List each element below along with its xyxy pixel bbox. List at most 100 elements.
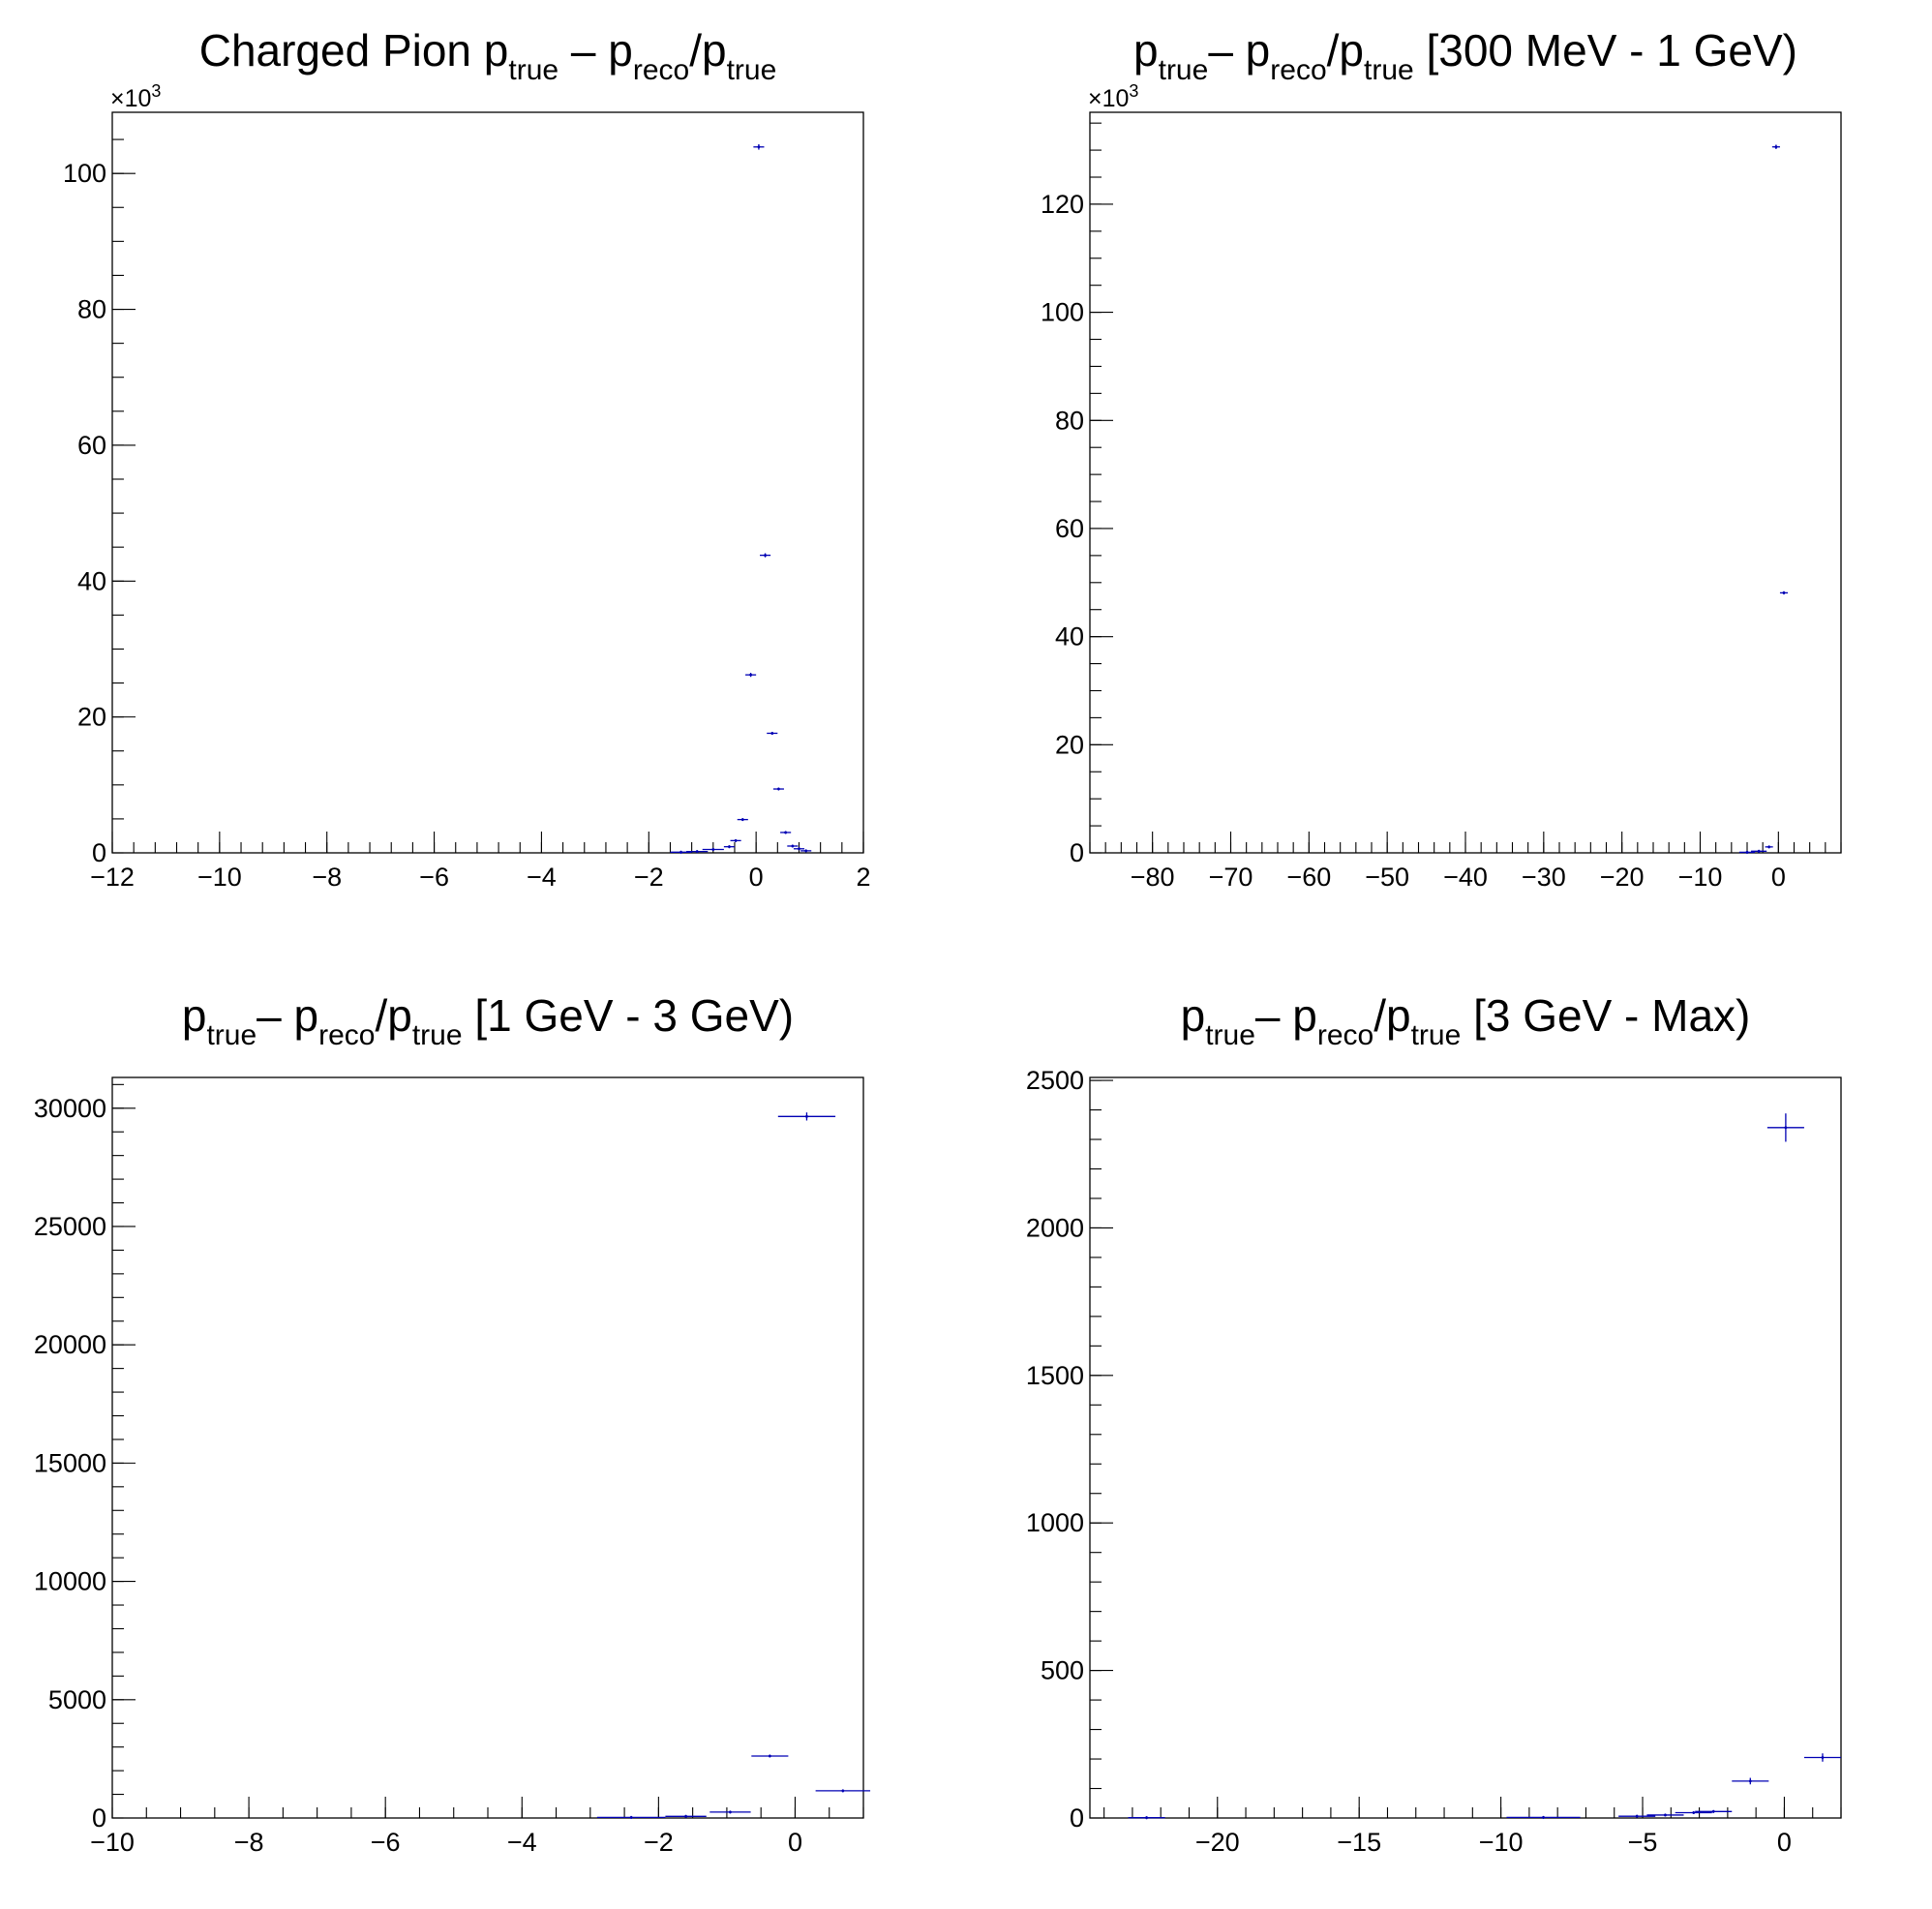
y-tick-label: 20000: [34, 1330, 106, 1359]
x-tick-label: −2: [644, 1828, 674, 1857]
point-marker: [1767, 845, 1771, 849]
title-segment: p: [182, 990, 207, 1041]
x-tick-label: −4: [527, 863, 557, 892]
x-tick-label: −20: [1195, 1828, 1240, 1857]
title-subscript: true: [206, 1019, 257, 1051]
panel-all-momenta: Charged Pion ptrue – preco/ptrue−12 −10 −8…: [63, 25, 871, 892]
chart-title: ptrue– preco/ptrue [1 GeV - 3 GeV): [182, 990, 794, 1051]
point-marker: [1784, 1126, 1788, 1130]
panel-300mev-1gev: ptrue– preco/ptrue [300 MeV - 1 GeV)−80−…: [1041, 25, 1842, 892]
point-marker: [768, 1754, 771, 1758]
data-point: [1765, 845, 1773, 849]
point-marker: [684, 1814, 687, 1818]
x-tick-label: 0: [1777, 1828, 1792, 1857]
data-point: [730, 838, 741, 842]
y-tick-label: 120: [1041, 190, 1084, 219]
point-marker: [757, 145, 761, 149]
data-point: [1771, 144, 1780, 149]
y-tick-label: 25000: [34, 1212, 106, 1241]
y-tick-label: 60: [1055, 514, 1084, 543]
point-marker: [728, 845, 731, 849]
data-point: [1646, 1813, 1684, 1817]
title-segment: /p: [1374, 990, 1410, 1041]
data-point: [1779, 591, 1789, 595]
data-point: [772, 787, 784, 791]
point-marker: [740, 818, 744, 822]
y-tick-label: 1000: [1026, 1508, 1084, 1537]
y-multiplier-exponent: 3: [1129, 81, 1138, 101]
point-marker: [729, 1810, 732, 1814]
y-axis-multiplier: ×103: [1088, 81, 1138, 112]
data-point: [596, 1815, 666, 1819]
data-point: [1128, 1816, 1165, 1820]
y-multiplier-exponent: 3: [151, 81, 161, 101]
title-segment: [300 MeV - 1 GeV): [1414, 25, 1797, 76]
data-point: [780, 831, 792, 834]
data-point: [702, 847, 724, 851]
data-point: [751, 1754, 789, 1758]
plot-frame: [1089, 1076, 1842, 1819]
point-marker: [1711, 1809, 1715, 1813]
point-marker: [1664, 1813, 1667, 1817]
data-point: [1738, 850, 1756, 854]
point-marker: [804, 849, 808, 853]
data-point: [800, 849, 812, 853]
x-tick-label: −80: [1131, 863, 1175, 892]
title-subscript: true: [508, 54, 558, 86]
y-tick-label: 100: [1041, 298, 1084, 327]
point-marker: [1821, 1756, 1825, 1759]
y-tick-label: 60: [77, 431, 106, 460]
data-point: [1506, 1815, 1581, 1819]
x-tick-label: −10: [90, 1828, 135, 1857]
x-tick-label: −6: [371, 1828, 401, 1857]
plot-frame: [111, 1076, 864, 1819]
data-point: [1695, 1809, 1733, 1813]
title-subscript: reco: [1270, 54, 1326, 86]
y-tick-label: 20: [1055, 730, 1084, 759]
y-tick-label: 15000: [34, 1448, 106, 1477]
point-marker: [1745, 851, 1749, 854]
y-tick-label: 80: [77, 295, 106, 324]
y-multiplier-base: ×10: [1088, 85, 1129, 112]
x-tick-label: −50: [1365, 863, 1409, 892]
panel-3gev-max: ptrue– preco/ptrue [3 GeV - Max)−20 −15 −1…: [1026, 990, 1842, 1857]
x-tick-label: −30: [1522, 863, 1566, 892]
title-subscript: reco: [633, 54, 689, 86]
y-axis-multiplier: ×103: [110, 81, 161, 112]
title-segment: /p: [1327, 25, 1364, 76]
chart-title: Charged Pion ptrue – preco/ptrue: [199, 25, 777, 86]
x-tick-label: −60: [1286, 863, 1331, 892]
x-tick-label: −10: [1678, 863, 1723, 892]
y-tick-label: 40: [77, 566, 106, 595]
point-marker: [1542, 1815, 1545, 1819]
point-marker: [679, 850, 682, 854]
point-marker: [1692, 1811, 1696, 1814]
y-tick-label: 80: [1055, 406, 1084, 435]
title-segment: – p: [558, 25, 633, 76]
point-marker: [1782, 591, 1786, 594]
y-tick-label: 30000: [34, 1094, 106, 1123]
point-marker: [841, 1789, 845, 1793]
x-tick-label: 0: [749, 863, 764, 892]
y-tick-label: 0: [1070, 1803, 1084, 1833]
data-point: [1618, 1814, 1656, 1818]
title-subscript: true: [1159, 54, 1209, 86]
y-tick-label: 10000: [34, 1567, 106, 1596]
data-point: [1803, 1753, 1841, 1762]
chart-title: ptrue– preco/ptrue [300 MeV - 1 GeV): [1133, 25, 1797, 86]
point-marker: [784, 831, 788, 834]
data-point: [1732, 1777, 1769, 1785]
title-segment: – p: [1255, 990, 1317, 1041]
point-marker: [711, 848, 715, 851]
y-tick-label: 20: [77, 703, 106, 732]
x-tick-label: −15: [1337, 1828, 1381, 1857]
data-point: [1675, 1811, 1712, 1815]
title-segment: /p: [689, 25, 726, 76]
plot-frame: [111, 111, 864, 854]
y-tick-label: 5000: [48, 1685, 106, 1714]
title-segment: Charged Pion p: [199, 25, 509, 76]
data-point: [767, 731, 778, 735]
x-tick-label: −12: [90, 863, 135, 892]
x-tick-label: −10: [1479, 1828, 1524, 1857]
title-subscript: true: [1411, 1019, 1462, 1051]
